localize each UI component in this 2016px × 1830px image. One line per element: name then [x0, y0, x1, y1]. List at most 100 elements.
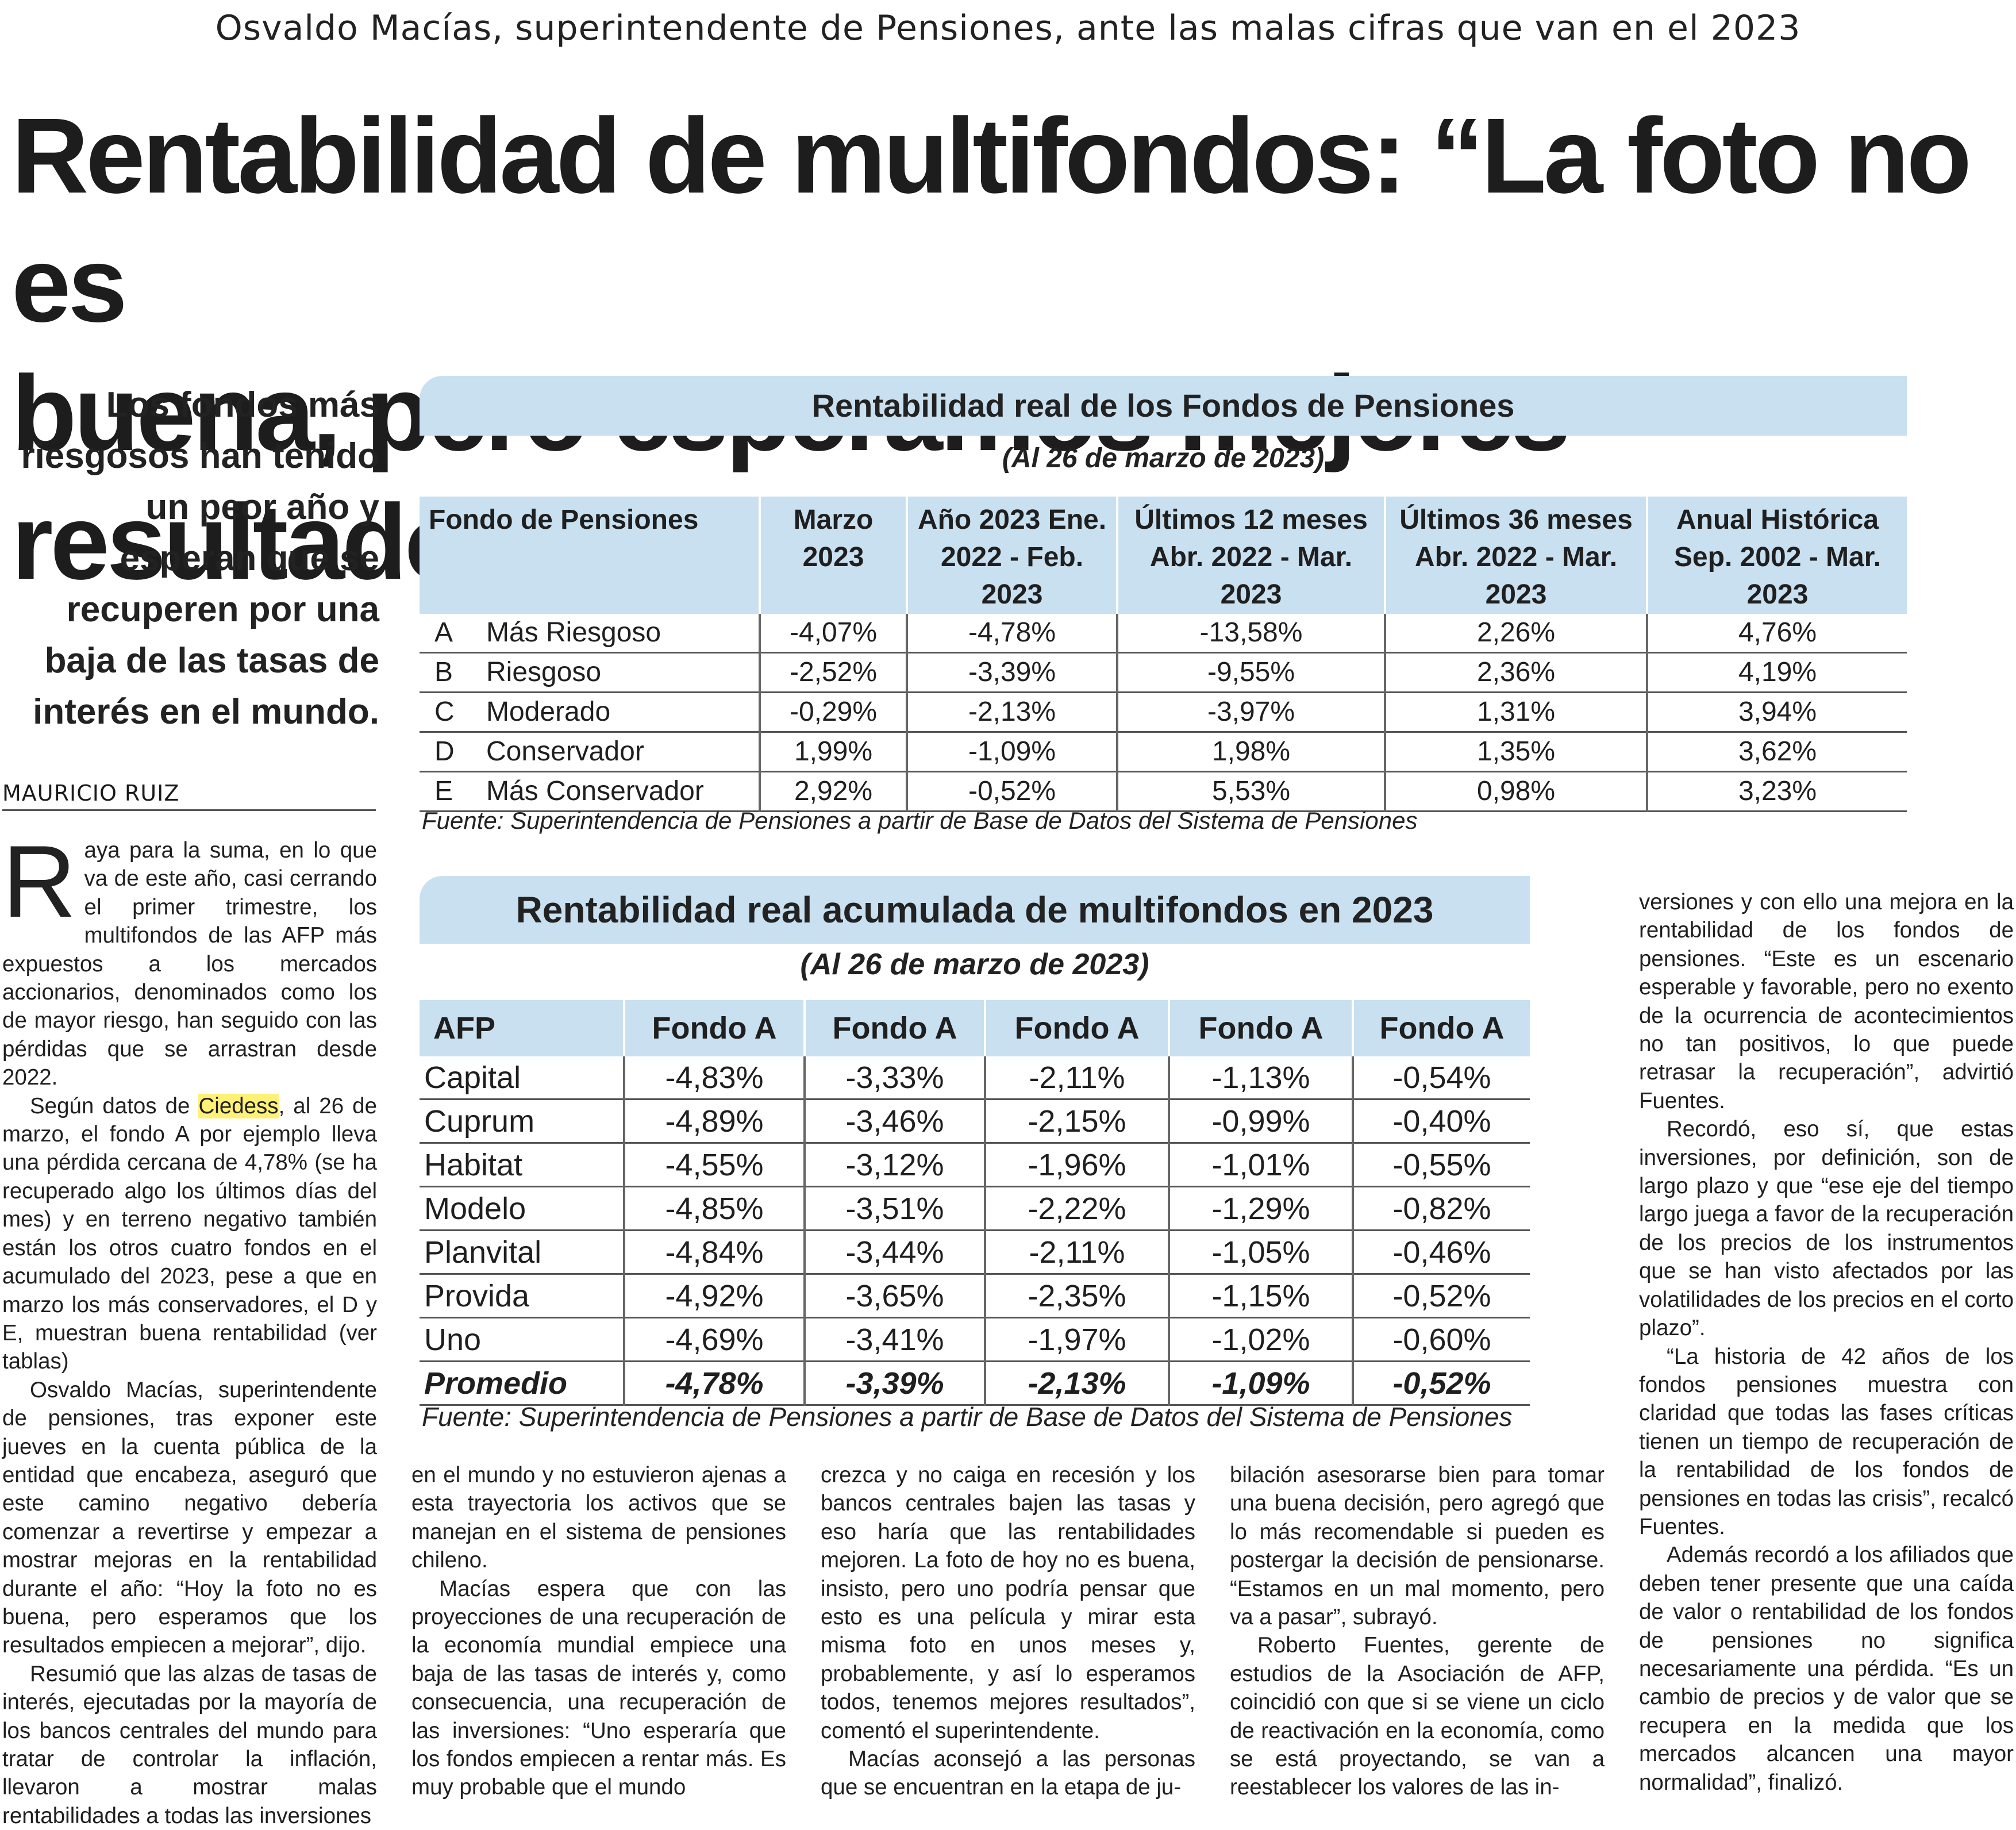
table-cell: -1,09% [1168, 1361, 1353, 1406]
article-subhead: Los fondos más riesgosos han tenido un p… [21, 385, 379, 732]
table-row: E Más Conservador 2,92% -0,52% 5,53% 0,98… [420, 771, 1907, 812]
table1-header: Últimos 36 meses Abr. 2022 - Mar. 2023 [1384, 497, 1647, 614]
table-cell: -2,13% [984, 1361, 1169, 1406]
table-cell: 3,94% [1646, 692, 1907, 733]
body-column-2: en el mundo y no estuvieron ajenas a est… [411, 1461, 786, 1802]
fund-letter: A [434, 617, 453, 648]
afp-name: Planvital [420, 1230, 624, 1275]
paragraph: Recordó, eso sí, que estas inversiones, … [1639, 1117, 2014, 1341]
paragraph: Osvaldo Macías, superintendente de pensi… [2, 1377, 377, 1658]
table1-header: Últimos 12 meses Abr. 2022 - Mar. 2023 [1116, 497, 1385, 614]
table1-header: Marzo 2023 [759, 497, 907, 614]
paragraph: Además recordó a los afiliados que deben… [1639, 1543, 2014, 1795]
table2-subtitle: (Al 26 de marzo de 2023) [800, 948, 1149, 981]
table-cell: -0,55% [1352, 1143, 1530, 1187]
paragraph: Macías aconsejó a las personas que se en… [821, 1747, 1195, 1800]
table-cell: -4,83% [623, 1056, 805, 1100]
table-cell: -1,15% [1168, 1274, 1353, 1318]
table-row: Provida -4,92% -3,65% -2,35% -1,15% -0,5… [420, 1274, 1530, 1318]
table2-header: Fondo A [984, 1000, 1169, 1056]
table1-subtitle: (Al 26 de marzo de 2023) [1002, 443, 1325, 474]
table2: AFP Fondo A Fondo A Fondo A Fondo A Fond… [420, 1000, 1530, 1406]
table-cell: -3,39% [906, 652, 1117, 693]
paragraph-text: , al 26 de marzo, el fondo A por ejemplo… [2, 1093, 377, 1374]
table-cell: -3,65% [803, 1274, 985, 1318]
afp-name: Promedio [420, 1361, 624, 1406]
table-cell: 2,36% [1384, 652, 1647, 693]
table-cell: -3,44% [803, 1230, 985, 1275]
table-cell: -0,99% [1168, 1099, 1353, 1144]
table-cell: -4,84% [623, 1230, 805, 1275]
table-row: Modelo -4,85% -3,51% -2,22% -1,29% -0,82… [420, 1186, 1530, 1231]
table-cell: -2,11% [984, 1056, 1169, 1100]
table2-header: AFP [420, 1000, 624, 1056]
table-cell: -2,15% [984, 1099, 1169, 1144]
table-cell: -0,52% [906, 771, 1117, 812]
table-cell: -4,78% [623, 1361, 805, 1406]
table-cell: -3,51% [803, 1186, 985, 1231]
table1-header-row: Fondo de Pensiones Marzo 2023 Año 2023 E… [420, 497, 1907, 614]
table-cell: 4,76% [1646, 614, 1907, 653]
table-cell: 3,62% [1646, 732, 1907, 772]
table-cell: 1,99% [759, 732, 907, 772]
table-cell: -4,55% [623, 1143, 805, 1187]
fund-name: Riesgoso [486, 657, 602, 687]
drop-cap: R [2, 824, 76, 939]
body-column-3: crezca y no caiga en recesión y los banc… [821, 1461, 1195, 1802]
table2-header: Fondo A [1352, 1000, 1530, 1056]
table2-header: Fondo A [623, 1000, 805, 1056]
table2-header: Fondo A [803, 1000, 985, 1056]
highlighted-term: Ciedess [198, 1093, 279, 1118]
table-cell: -1,01% [1168, 1143, 1353, 1187]
table-cell: -3,39% [803, 1361, 985, 1406]
table1-source: Fuente: Superintendencia de Pensiones a … [422, 807, 1418, 834]
afp-name: Modelo [420, 1186, 624, 1231]
table-cell: -0,46% [1352, 1230, 1530, 1275]
paragraph: Macías espera que con las proyecciones d… [411, 1576, 786, 1800]
table-cell: -2,52% [759, 652, 907, 693]
table1-title: Rentabilidad real de los Fondos de Pensi… [420, 376, 1907, 436]
table-row: Capital -4,83% -3,33% -2,11% -1,13% -0,5… [420, 1056, 1530, 1100]
table-cell: -4,92% [623, 1274, 805, 1318]
body-column-4: bilación asesorarse bien para tomar una … [1230, 1461, 1605, 1802]
body-column-5: versiones y con ello una mejora en la re… [1639, 888, 2014, 1797]
fund-cell: C Moderado [420, 692, 760, 733]
table2-header: Fondo A [1168, 1000, 1353, 1056]
table-cell: -2,22% [984, 1186, 1169, 1231]
fund-name: Más Conservador [486, 776, 704, 806]
byline: MAURICIO RUIZ [2, 781, 376, 811]
table-cell: -4,85% [623, 1186, 805, 1231]
fund-letter: D [434, 736, 455, 767]
fund-letter: B [434, 657, 453, 687]
fund-name: Conservador [486, 736, 644, 767]
table-cell: 1,98% [1116, 732, 1385, 772]
table-cell: -0,54% [1352, 1056, 1530, 1100]
table-cell: -13,58% [1116, 614, 1385, 653]
table-cell: -2,11% [984, 1230, 1169, 1275]
afp-name: Cuprum [420, 1099, 624, 1144]
fund-cell: D Conservador [420, 732, 760, 772]
table-cell: -4,89% [623, 1099, 805, 1144]
table-cell: -0,82% [1352, 1186, 1530, 1231]
table-cell: -9,55% [1116, 652, 1385, 693]
paragraph-text: aya para la suma, en lo que va de este a… [2, 838, 377, 1090]
table-cell: 0,98% [1384, 771, 1647, 812]
table-cell: -3,12% [803, 1143, 985, 1187]
table-cell: -1,97% [984, 1317, 1169, 1362]
table-row: Habitat -4,55% -3,12% -1,96% -1,01% -0,5… [420, 1143, 1530, 1187]
table-cell: 1,31% [1384, 692, 1647, 733]
table-row: B Riesgoso -2,52% -3,39% -9,55% 2,36% 4,1… [420, 652, 1907, 693]
table-cell: -4,78% [906, 614, 1117, 653]
paragraph: bilación asesorarse bien para tomar una … [1230, 1463, 1605, 1630]
table-cell: -0,60% [1352, 1317, 1530, 1362]
fund-cell: B Riesgoso [420, 652, 760, 693]
table-row: C Moderado -0,29% -2,13% -3,97% 1,31% 3,9… [420, 692, 1907, 733]
table2-title: Rentabilidad real acumulada de multifond… [420, 876, 1530, 944]
table-cell: -1,02% [1168, 1317, 1353, 1362]
table-cell: -2,13% [906, 692, 1117, 733]
table-cell: -0,52% [1352, 1274, 1530, 1318]
table-cell: -1,29% [1168, 1186, 1353, 1231]
table-cell: -0,29% [759, 692, 907, 733]
